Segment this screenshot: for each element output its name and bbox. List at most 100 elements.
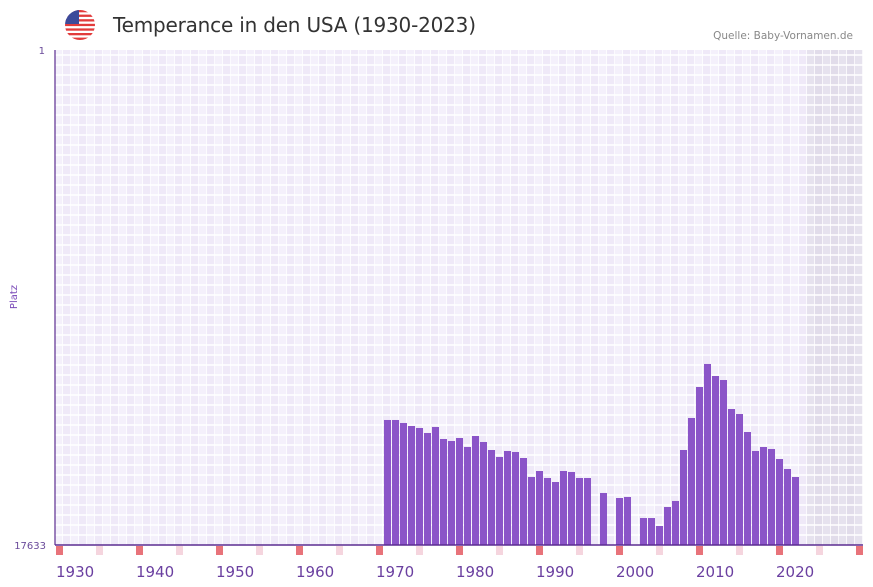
bar-1990[interactable] (536, 470, 543, 545)
grid-column (519, 50, 527, 545)
bar-2014[interactable] (728, 409, 735, 545)
bar-2016[interactable] (744, 432, 751, 545)
bar-1972[interactable] (392, 419, 399, 545)
bar-2020[interactable] (776, 459, 783, 545)
bar-1983[interactable] (480, 441, 487, 545)
year-marker (816, 546, 823, 555)
bar-2005[interactable] (656, 525, 663, 545)
grid-column (119, 50, 127, 545)
grid-column (87, 50, 95, 545)
bar-1998[interactable] (600, 492, 607, 545)
bar-2001[interactable] (624, 496, 631, 545)
year-marker (456, 546, 463, 555)
bar-2012[interactable] (712, 375, 719, 545)
grid-column (543, 50, 551, 545)
grid-column (607, 50, 615, 545)
grid-column (815, 50, 823, 545)
grid-column (663, 50, 671, 545)
grid-column (631, 50, 639, 545)
grid-column (143, 50, 151, 545)
year-marker (656, 546, 663, 555)
bar-1976[interactable] (424, 432, 431, 545)
bar-2009[interactable] (688, 417, 695, 545)
bar-2015[interactable] (736, 414, 743, 545)
grid-column (615, 50, 623, 545)
bar-2022[interactable] (792, 477, 799, 545)
grid-column (327, 50, 335, 545)
year-marker (736, 546, 743, 555)
bar-2019[interactable] (768, 448, 775, 545)
bar-2011[interactable] (704, 363, 711, 545)
bar-1981[interactable] (464, 446, 471, 545)
grid-column (359, 50, 367, 545)
grid-column (623, 50, 631, 545)
grid-column (703, 50, 711, 545)
grid-column (247, 50, 255, 545)
bar-2021[interactable] (784, 469, 791, 545)
bar-2007[interactable] (672, 500, 679, 545)
bar-1975[interactable] (416, 427, 423, 545)
grid-column (455, 50, 463, 545)
bar-1980[interactable] (456, 437, 463, 545)
bar-1994[interactable] (568, 471, 575, 545)
bar-1986[interactable] (504, 450, 511, 545)
year-marker (856, 546, 863, 555)
x-tick-label: 1960 (296, 563, 334, 581)
bar-1982[interactable] (472, 435, 479, 545)
y-tick-label: 1 (39, 46, 45, 57)
year-marker (696, 546, 703, 555)
bar-1977[interactable] (432, 427, 439, 545)
bar-1996[interactable] (584, 477, 591, 545)
year-marker (216, 546, 223, 555)
bar-2013[interactable] (720, 380, 727, 545)
bar-2006[interactable] (664, 507, 671, 545)
year-marker (576, 546, 583, 555)
bar-1995[interactable] (576, 477, 583, 545)
bar-1978[interactable] (440, 438, 447, 545)
bar-2003[interactable] (640, 518, 647, 545)
source-link[interactable]: Quelle: Baby-Vornamen.de (713, 30, 853, 42)
bar-2017[interactable] (752, 450, 759, 545)
bar-2000[interactable] (616, 498, 623, 545)
bar-1988[interactable] (520, 457, 527, 545)
bar-1991[interactable] (544, 477, 551, 545)
bar-2008[interactable] (680, 449, 687, 545)
grid-column (679, 50, 687, 545)
bar-2018[interactable] (760, 446, 767, 545)
grid-column (223, 50, 231, 545)
bar-2010[interactable] (696, 386, 703, 545)
year-marker (776, 546, 783, 555)
grid-column (575, 50, 583, 545)
grid-column (551, 50, 559, 545)
grid-column (215, 50, 223, 545)
grid-column (559, 50, 567, 545)
x-tick-label: 2010 (696, 563, 734, 581)
bar-1987[interactable] (512, 451, 519, 545)
grid-column (503, 50, 511, 545)
bar-1985[interactable] (496, 456, 503, 545)
grid-column (487, 50, 495, 545)
grid-column (847, 50, 855, 545)
bar-1971[interactable] (384, 419, 391, 545)
grid-column (527, 50, 535, 545)
grid-column (655, 50, 663, 545)
bar-2004[interactable] (648, 518, 655, 545)
bar-1989[interactable] (528, 477, 535, 545)
grid-column (727, 50, 735, 545)
year-marker (336, 546, 343, 555)
bar-1973[interactable] (400, 422, 407, 545)
bar-1979[interactable] (448, 440, 455, 545)
grid-column (831, 50, 839, 545)
bar-1992[interactable] (552, 482, 559, 545)
grid-column (447, 50, 455, 545)
bar-1974[interactable] (408, 425, 415, 545)
bar-1993[interactable] (560, 470, 567, 545)
bar-1984[interactable] (488, 449, 495, 545)
grid-column (367, 50, 375, 545)
year-marker (416, 546, 423, 555)
grid-column (239, 50, 247, 545)
grid-column (471, 50, 479, 545)
grid-column (751, 50, 759, 545)
